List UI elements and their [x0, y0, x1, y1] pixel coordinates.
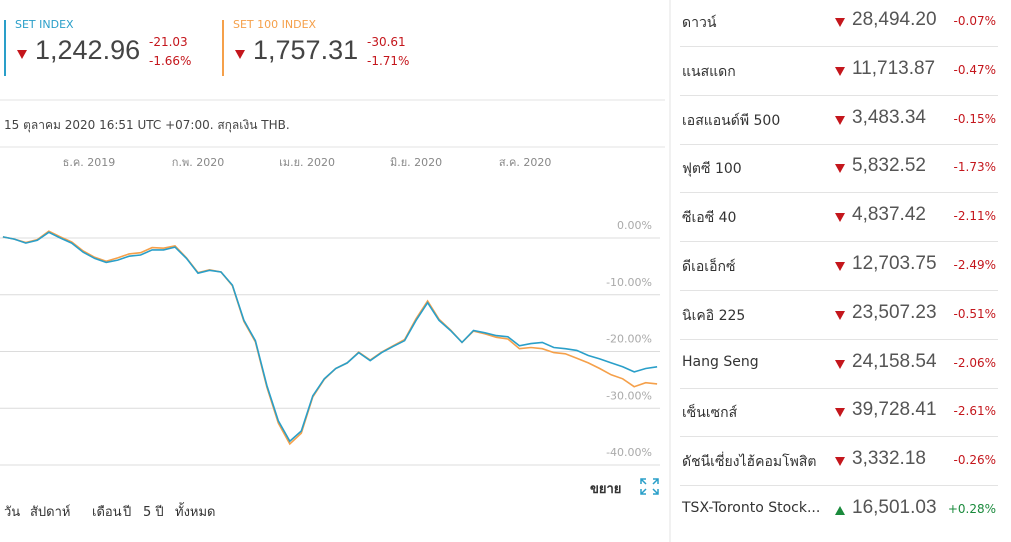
down-arrow [835, 66, 845, 76]
ticker-value: 24,158.54 [852, 350, 937, 372]
y-tick-label: -40.00% [606, 446, 652, 459]
ticker-change: -2.61% [953, 404, 996, 419]
down-arrow [835, 18, 845, 27]
down-arrow [17, 50, 27, 59]
ticker-change: -2.11% [953, 209, 996, 224]
ticker-change: -1.73% [953, 160, 996, 175]
ticker-value: 16,501.03 [852, 497, 937, 518]
ticker-change: +0.28% [947, 502, 996, 516]
y-tick-label: -30.00% [606, 389, 652, 402]
ticker-name[interactable]: นิเคอิ 225 [682, 307, 746, 324]
series-line [2, 230, 658, 446]
x-tick-label: ก.พ. 2020 [172, 156, 224, 169]
down-arrow [835, 408, 845, 418]
ticker-change: -0.07% [953, 14, 996, 28]
ticker-change: -2.06% [953, 355, 996, 370]
timeframe-button[interactable]: ปี [123, 505, 132, 520]
row-separator [680, 387, 998, 389]
ticker-value: 3,332.18 [852, 448, 926, 470]
ticker-name[interactable]: เอสแอนด์พี 500 [682, 112, 781, 129]
ticker-change: -2.49% [953, 258, 996, 272]
up-arrow [835, 506, 845, 515]
row-separator [680, 436, 998, 438]
index-bar [4, 20, 6, 76]
down-arrow [235, 50, 245, 59]
index-bar [222, 20, 224, 76]
timeframe-button[interactable]: 5 ปี [143, 505, 164, 520]
row-separator [680, 241, 998, 243]
row-separator [680, 143, 998, 145]
row-separator [680, 338, 998, 340]
ticker-value: 11,713.87 [852, 57, 936, 79]
ticker-value: 4,837.42 [852, 204, 926, 226]
ticker-change: -0.47% [953, 62, 996, 77]
x-tick-label: เม.ย. 2020 [279, 156, 335, 169]
index-change: -21.03 [149, 35, 188, 49]
timeframe-button[interactable]: เดือน [92, 505, 122, 520]
ticker-value: 3,483.34 [852, 106, 926, 128]
row-separator [680, 485, 998, 487]
timeframe-button[interactable]: วัน [4, 505, 21, 520]
ticker-change: -0.15% [953, 111, 996, 126]
ticker-name[interactable]: ซีเอซี 40 [682, 210, 737, 227]
ticker-value: 12,703.75 [852, 253, 937, 274]
index-name: SET 100 INDEX [233, 18, 317, 31]
down-arrow [835, 213, 845, 223]
down-arrow [835, 310, 845, 320]
ticker-value: 23,507.23 [852, 301, 937, 323]
down-arrow [835, 457, 845, 467]
ticker-change: -0.51% [953, 306, 996, 321]
x-tick-label: มิ.ย. 2020 [390, 156, 442, 169]
timestamp: 15 ตุลาคม 2020 16:51 UTC +07:00. สกุลเงิ… [4, 118, 290, 132]
y-tick-label: -10.00% [606, 276, 652, 289]
down-arrow [835, 164, 845, 174]
timeframe-button[interactable]: สัปดาห์ [30, 505, 71, 520]
x-tick-label: ส.ค. 2020 [499, 156, 552, 169]
row-separator [680, 290, 998, 291]
ticker-name[interactable]: TSX-Toronto Stock... [682, 500, 821, 516]
index-change-pct: -1.66% [149, 54, 192, 68]
down-arrow [835, 115, 845, 125]
expand-icon[interactable] [640, 478, 659, 495]
series-line [2, 231, 658, 443]
index-value: 1,757.31 [253, 35, 359, 65]
ticker-value: 5,832.52 [852, 155, 926, 177]
ticker-value: 28,494.20 [852, 9, 937, 30]
timeframe-button[interactable]: ทั้งหมด [175, 505, 216, 520]
ticker-name[interactable]: เซ็นเซกส์ [682, 405, 738, 422]
row-separator [680, 94, 998, 96]
row-separator [680, 46, 998, 47]
down-arrow [835, 359, 845, 369]
ticker-name[interactable]: ดีเอเอ็กซ์ [682, 259, 736, 275]
down-arrow [835, 262, 845, 271]
ticker-value: 39,728.41 [852, 399, 937, 421]
index-change-pct: -1.71% [367, 54, 410, 68]
row-separator [680, 192, 998, 194]
index-change: -30.61 [367, 35, 406, 49]
ticker-name[interactable]: แนสแดก [682, 63, 736, 80]
ticker-name[interactable]: ฟุตซี 100 [682, 161, 742, 178]
x-tick-label: ธ.ค. 2019 [63, 156, 116, 169]
expand-button[interactable]: ขยาย [590, 482, 622, 497]
ticker-name[interactable]: ดาวน์ [682, 15, 717, 31]
y-tick-label: 0.00% [617, 219, 652, 232]
ticker-name[interactable]: Hang Seng [682, 353, 759, 370]
ticker-name[interactable]: ดัชนีเซี่ยงไฮ้คอมโพสิต [682, 454, 817, 471]
index-name: SET INDEX [15, 18, 74, 31]
ticker-change: -0.26% [953, 453, 996, 468]
y-tick-label: -20.00% [606, 333, 652, 346]
index-value: 1,242.96 [35, 35, 141, 65]
